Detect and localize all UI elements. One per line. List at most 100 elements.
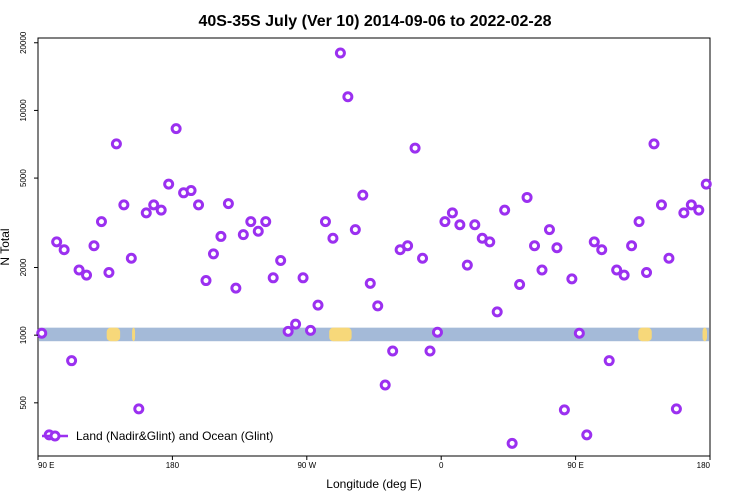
data-point — [319, 216, 331, 228]
data-point — [461, 259, 473, 271]
ocean-band-rect — [39, 327, 709, 342]
legend-marker — [49, 430, 61, 442]
data-point — [51, 236, 63, 248]
data-point — [663, 252, 675, 264]
legend-label: Land (Nadir&Glint) and Ocean (Glint) — [76, 429, 273, 443]
data-point — [193, 199, 205, 211]
y-tick-label: 1000 — [19, 326, 28, 344]
data-point — [185, 185, 197, 197]
data-point — [439, 216, 451, 228]
data-point — [290, 318, 302, 330]
data-point — [424, 345, 436, 357]
data-point — [670, 403, 682, 415]
data-point — [163, 178, 175, 190]
land-blob-3 — [638, 327, 652, 342]
x-axis: 90 E 180 90 W 0 90 E 180 — [37, 456, 711, 470]
land-markers — [106, 327, 708, 342]
data-point — [603, 355, 615, 367]
data-point — [446, 207, 458, 219]
y-tick-label: 500 — [19, 396, 28, 410]
x-tick-label: 180 — [697, 461, 711, 470]
x-axis-label: Longitude (deg E) — [326, 477, 421, 491]
data-point — [118, 199, 130, 211]
data-point — [379, 379, 391, 391]
x-tick-label: 90 W — [297, 461, 316, 470]
data-point — [110, 138, 122, 150]
data-point — [207, 248, 219, 260]
data-point — [536, 264, 548, 276]
data-point — [454, 219, 466, 231]
data-point — [334, 47, 346, 59]
data-point — [551, 242, 563, 254]
x-tick-label: 180 — [166, 461, 180, 470]
data-point — [372, 300, 384, 312]
data-point — [297, 272, 309, 284]
data-point — [312, 299, 324, 311]
data-point — [469, 219, 481, 231]
data-point — [499, 204, 511, 216]
data-point — [402, 240, 414, 252]
data-point — [81, 269, 93, 281]
data-point — [230, 282, 242, 294]
data-point — [327, 232, 339, 244]
data-point — [588, 236, 600, 248]
data-point — [529, 240, 541, 252]
data-point — [573, 327, 585, 339]
ocean-band — [39, 327, 709, 342]
data-point — [431, 326, 443, 338]
y-tick-label: 2000 — [19, 258, 28, 276]
data-point — [491, 306, 503, 318]
x-tick-label: 90 E — [567, 461, 583, 470]
y-axis-label: N Total — [0, 228, 12, 265]
data-point — [581, 429, 593, 441]
data-point — [648, 138, 660, 150]
data-point — [357, 189, 369, 201]
data-point — [140, 207, 152, 219]
data-point — [133, 403, 145, 415]
data-point — [267, 272, 279, 284]
data-point — [66, 355, 78, 367]
data-point — [641, 267, 653, 279]
data-point — [409, 142, 421, 154]
data-point — [155, 204, 167, 216]
y-tick-label: 20000 — [19, 31, 28, 54]
data-point — [215, 230, 227, 242]
data-point — [200, 275, 212, 287]
data-point — [170, 123, 182, 135]
chart-title: 40S-35S July (Ver 10) 2014-09-06 to 2022… — [198, 13, 551, 30]
data-point — [506, 437, 518, 449]
data-point — [417, 252, 429, 264]
data-point — [700, 178, 712, 190]
plot-frame — [37, 37, 711, 457]
data-point — [558, 404, 570, 416]
data-point — [103, 267, 115, 279]
data-point — [543, 224, 555, 236]
land-blob-0 — [106, 327, 121, 342]
data-point — [342, 91, 354, 103]
data-point — [655, 199, 667, 211]
data-point — [693, 204, 705, 216]
data-point — [148, 199, 160, 211]
data-point — [596, 244, 608, 256]
data-point — [566, 273, 578, 285]
data-point — [678, 207, 690, 219]
data-point — [275, 254, 287, 266]
data-point — [260, 216, 272, 228]
land-blob-2 — [329, 327, 352, 342]
plot-area — [36, 37, 712, 457]
data-point — [633, 216, 645, 228]
x-tick-label: 90 E — [38, 461, 54, 470]
data-point — [73, 264, 85, 276]
land-blob-4 — [702, 327, 708, 342]
data-point — [387, 345, 399, 357]
data-point — [521, 191, 533, 203]
data-point — [626, 240, 638, 252]
y-tick-label: 10000 — [19, 99, 28, 122]
data-point — [237, 229, 249, 241]
data-point — [685, 199, 697, 211]
data-point — [125, 252, 137, 264]
data-point — [222, 198, 234, 210]
data-point — [95, 216, 107, 228]
data-point — [282, 325, 294, 337]
